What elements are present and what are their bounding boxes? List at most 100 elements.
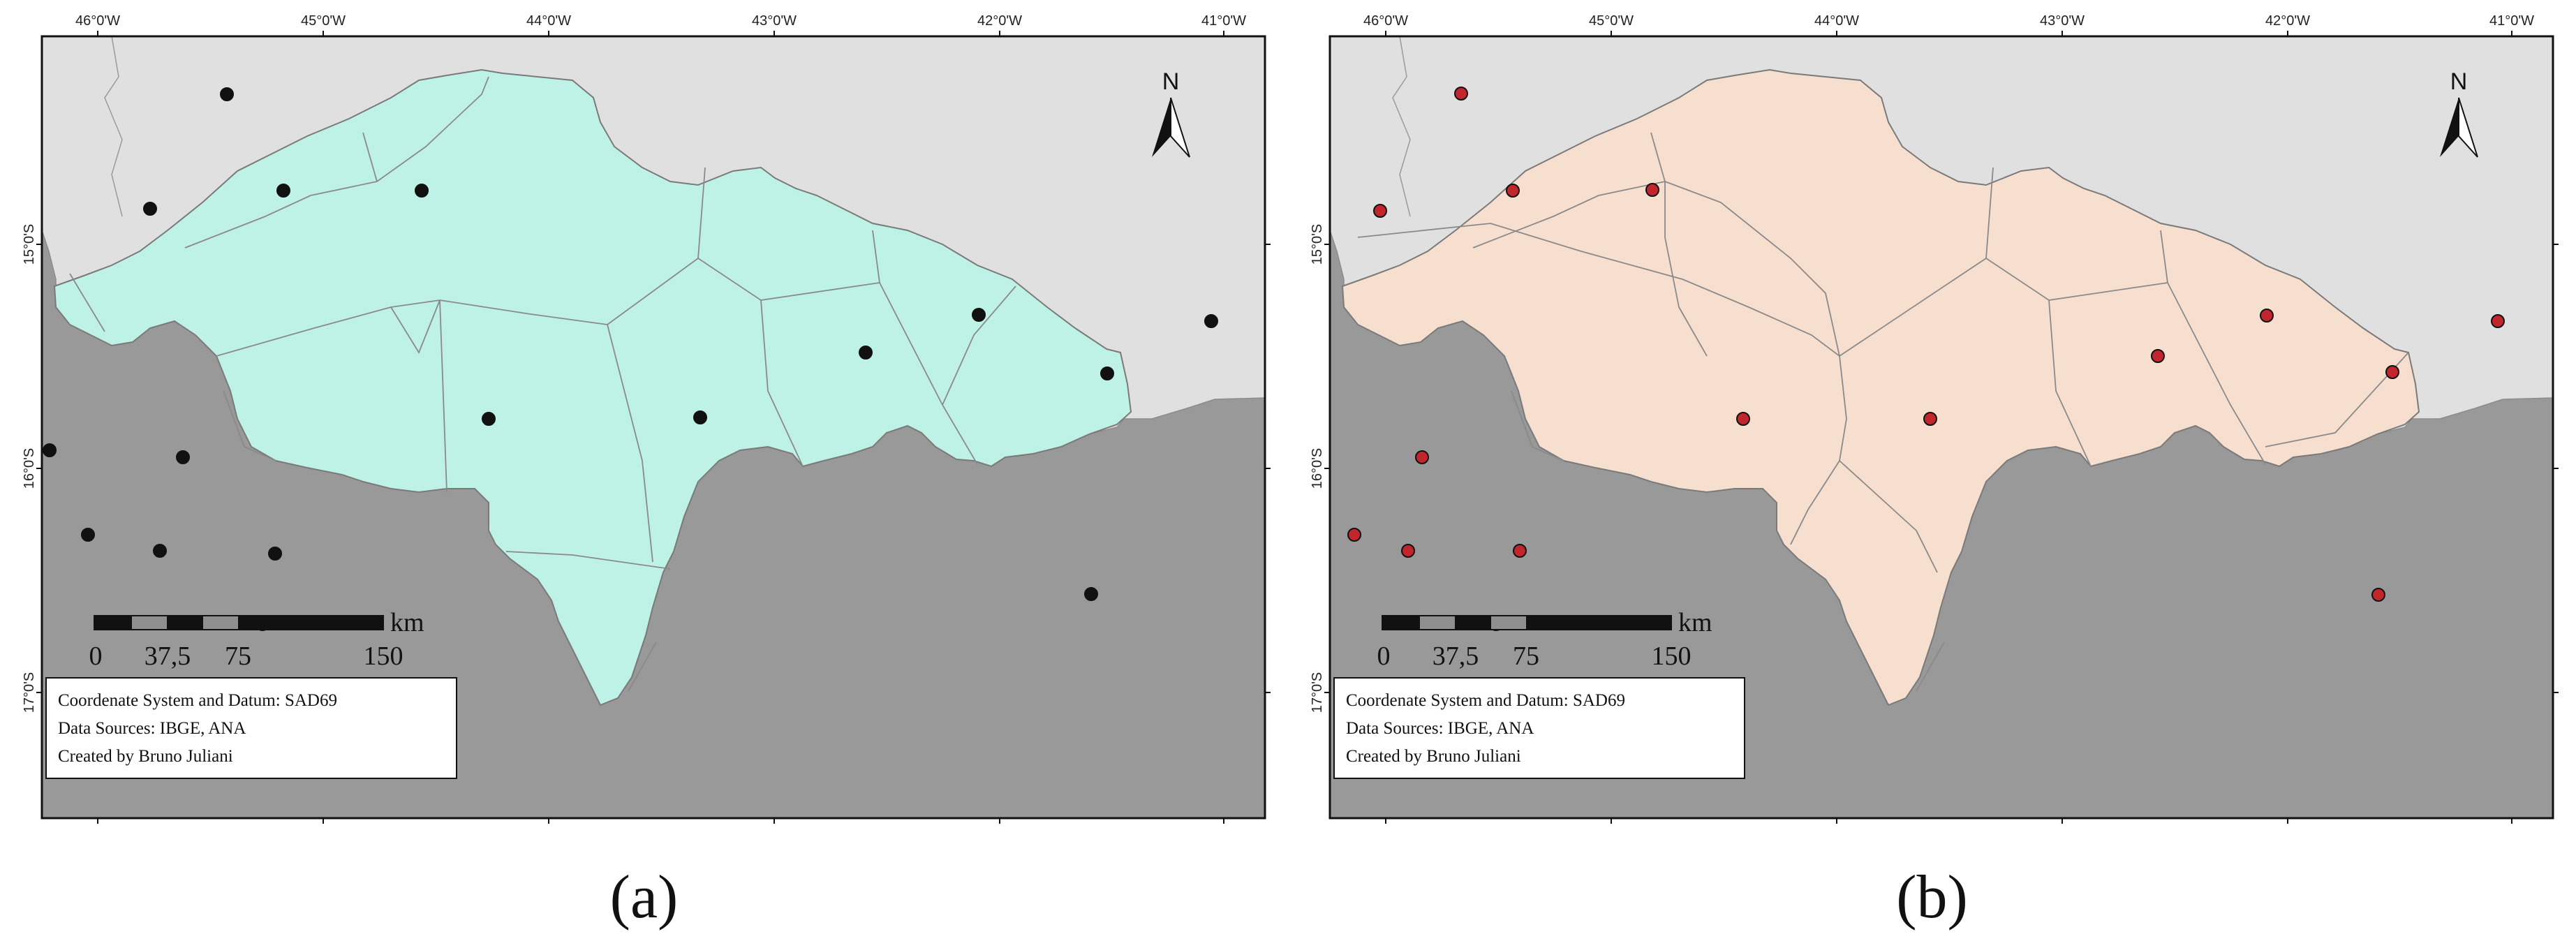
rain-station-14 [859, 346, 873, 360]
rain-station-8 [1347, 528, 1361, 542]
thiessen-border-2 [1650, 132, 1666, 182]
longitude-tick-label: 44°0'W [526, 13, 571, 29]
thiessen-border-5 [1664, 181, 1840, 357]
north-arrow-right-half [2458, 97, 2478, 158]
scale-bar-label: 0 [1377, 642, 1391, 671]
scale-bar-unit: km [390, 608, 424, 637]
rain-station-15 [972, 308, 986, 322]
rain-station-2 [1373, 204, 1387, 218]
thiessen-border-18 [223, 390, 276, 461]
north-arrow-label: N [2450, 68, 2468, 95]
thiessen-border-13 [2265, 352, 2409, 447]
state-boundary-line [104, 36, 123, 217]
scale-bar: km 0 37,5 75 150 [89, 608, 424, 671]
scale-bar-segment-3 [1455, 616, 1491, 630]
scale-bar-unit: km [1678, 608, 1712, 637]
thiessen-border-16 [942, 286, 1016, 406]
thiessen-border-9 [2048, 299, 2092, 467]
credits-box-b: Coordenate System and Datum: SAD69 Data … [1333, 677, 1745, 779]
thiessen-border-15 [1839, 460, 1938, 573]
rain-station-3 [276, 184, 290, 198]
latitude-tick-label: 15°0'S [1310, 224, 1325, 265]
rain-station-14 [2151, 349, 2165, 363]
rain-station-1 [220, 87, 234, 101]
panel-caption-b: (b) [1896, 864, 1968, 931]
scale-bar-label: 75 [1513, 642, 1539, 671]
credits-datum-text: Coordenate System and Datum: SAD69 [1346, 691, 1625, 710]
thiessen-border-16 [1511, 390, 1564, 461]
scale-bar-label: 37,5 [145, 642, 191, 671]
thiessen-border-7 [439, 299, 447, 493]
thiessen-border-17 [1916, 642, 1945, 692]
north-arrow-icon: N [1152, 68, 1190, 158]
longitude-tick-label: 42°0'W [977, 13, 1022, 29]
rain-station-1 [1454, 87, 1468, 101]
rain-station-13 [693, 410, 707, 424]
credits-author-text: Created by Bruno Juliani [58, 747, 233, 766]
latitude-tick-label: 17°0'S [22, 672, 37, 713]
map-frame [1328, 35, 2554, 820]
scale-bar-segment-1 [94, 616, 132, 630]
thiessen-border-12 [2160, 230, 2168, 283]
thiessen-border-4 [376, 76, 489, 182]
credits-sources-text: Data Sources: IBGE, ANA [1346, 719, 1534, 738]
basin-region [1341, 68, 2420, 706]
rain-station-13 [1923, 412, 1937, 426]
scale-bar-label: 37,5 [1433, 642, 1479, 671]
latitude-tick-label: 17°0'S [1310, 672, 1325, 713]
credits-datum-text: Coordenate System and Datum: SAD69 [58, 691, 337, 710]
rain-station-9 [1401, 544, 1415, 558]
thiessen-border-6 [390, 299, 441, 354]
rain-station-5 [43, 443, 57, 457]
thiessen-border-1 [1472, 181, 1666, 249]
rain-station-4 [1645, 183, 1659, 197]
scale-bar-label: 75 [225, 642, 251, 671]
credits-box-a: Coordenate System and Datum: SAD69 Data … [45, 677, 457, 779]
credits-author-text: Created by Bruno Juliani [1346, 747, 1521, 766]
rain-station-8 [81, 528, 95, 542]
thiessen-border-15 [872, 230, 880, 283]
longitude-tick-label: 46°0'W [1363, 13, 1408, 29]
thiessen-border-3 [362, 132, 378, 182]
thiessen-border-8 [439, 299, 608, 325]
rain-station-7 [1513, 544, 1527, 558]
scale-bar-segment-4 [203, 616, 238, 630]
rain-station-3 [1506, 184, 1520, 198]
thiessen-border-11 [2167, 282, 2266, 465]
longitude-tick-label: 46°0'W [75, 13, 120, 29]
north-arrow-right-half [1170, 97, 1190, 158]
map-panel-b: 46°0'W 45°0'W 44°0'W 43°0'W 42°0'W 41°0'W 15°0… [1288, 0, 2576, 941]
scale-bar-segment-2 [1420, 616, 1455, 630]
thiessen-border-1 [69, 273, 105, 332]
rain-station-12 [1736, 412, 1750, 426]
thiessen-border-3 [1357, 223, 1840, 357]
thiessen-border-19 [628, 642, 657, 692]
thiessen-border-10 [2048, 282, 2168, 301]
scale-bar-label: 150 [1652, 642, 1692, 671]
scale-bar-segment-2 [132, 616, 167, 630]
rain-station-15 [2260, 309, 2274, 323]
thiessen-border-7 [1985, 167, 1994, 259]
rain-station-7 [268, 547, 282, 561]
longitude-tick-label: 43°0'W [752, 13, 797, 29]
latitude-tick-label: 16°0'S [22, 448, 37, 489]
basin-region [53, 68, 1132, 706]
north-arrow-left-half [2440, 98, 2459, 157]
rain-station-6 [1415, 450, 1429, 464]
rain-station-16 [1100, 366, 1114, 380]
rain-station-16 [2385, 365, 2399, 379]
thiessen-border-17 [505, 551, 671, 570]
rain-station-9 [153, 544, 167, 558]
thiessen-border-6 [1839, 258, 1987, 357]
rain-station-12 [482, 412, 496, 426]
thiessen-border-12 [760, 299, 804, 467]
thiessen-border-13 [760, 282, 880, 301]
panel-caption-a: (a) [609, 864, 679, 931]
rain-station-17 [2491, 314, 2505, 328]
thiessen-border-5 [216, 299, 441, 357]
longitude-tick-label: 45°0'W [301, 13, 346, 29]
latitude-tick-label: 15°0'S [22, 224, 37, 265]
rain-station-18 [1084, 587, 1098, 601]
scale-bar-outline [1382, 615, 1672, 630]
rain-station-4 [415, 184, 429, 198]
